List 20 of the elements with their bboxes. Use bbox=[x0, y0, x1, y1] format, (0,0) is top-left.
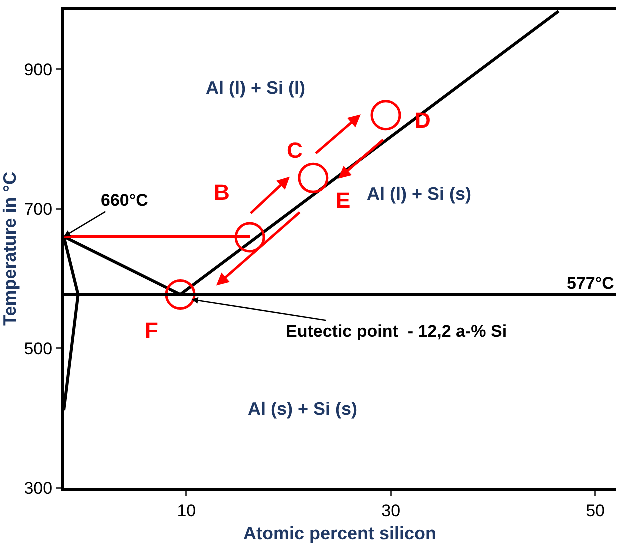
annotation: Al (s) + Si (s) bbox=[248, 399, 358, 419]
annotation: E bbox=[336, 188, 351, 213]
annotation: F bbox=[145, 318, 158, 343]
annotation: Al (l) + Si (l) bbox=[206, 78, 306, 98]
y-tick-label: 300 bbox=[24, 478, 53, 498]
x-axis-title: Atomic percent silicon bbox=[243, 524, 437, 544]
y-axis-title: Temperature in °C bbox=[0, 172, 20, 326]
ref-line-label: 577°C bbox=[567, 274, 614, 293]
y-tick-label: 900 bbox=[24, 60, 53, 80]
annotation: D bbox=[415, 108, 431, 133]
annotation: Al (l) + Si (s) bbox=[367, 184, 472, 204]
annotation: B bbox=[214, 180, 230, 205]
x-tick-label: 50 bbox=[586, 501, 606, 520]
annotation: Eutectic point - 12,2 a-% Si bbox=[286, 322, 508, 341]
annotation: 660°C bbox=[101, 191, 148, 210]
x-tick-label: 30 bbox=[382, 501, 401, 520]
annotation: C bbox=[287, 138, 303, 163]
y-tick-label: 500 bbox=[24, 339, 53, 358]
x-tick-label: 10 bbox=[177, 501, 196, 520]
y-tick-label: 700 bbox=[24, 200, 53, 219]
